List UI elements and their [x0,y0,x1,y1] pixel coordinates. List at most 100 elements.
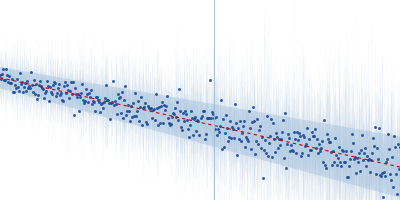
Point [374,146,380,150]
Point [14,78,20,81]
Point [395,143,400,146]
Point [28,71,34,74]
Point [58,91,64,94]
Point [26,84,32,88]
Point [33,83,39,86]
Point [86,92,92,95]
Point [246,110,252,113]
Point [186,135,193,138]
Point [344,175,350,179]
Point [178,126,185,129]
Point [280,118,286,121]
Point [278,137,284,140]
Point [385,132,391,136]
Point [105,98,112,101]
Point [282,111,288,114]
Point [214,127,221,131]
Point [29,83,35,87]
Point [254,143,261,146]
Point [128,105,134,108]
Point [383,160,389,163]
Point [174,100,181,104]
Point [310,135,317,138]
Point [111,103,118,107]
Point [320,160,326,163]
Point [286,137,292,140]
Point [215,131,222,134]
Point [59,98,65,101]
Point [231,103,238,106]
Point [306,148,313,151]
Point [348,150,354,153]
Point [17,71,23,74]
Point [360,159,366,162]
Point [50,83,56,87]
Point [354,156,360,159]
Point [330,149,336,153]
Point [347,157,353,161]
Point [152,118,158,121]
Point [332,137,338,140]
Point [30,91,36,94]
Point [248,148,254,151]
Point [118,111,124,115]
Point [169,115,176,119]
Point [117,96,124,99]
Point [156,105,162,108]
Point [236,119,243,122]
Point [371,144,377,148]
Point [74,96,80,99]
Point [160,121,167,124]
Point [266,142,272,145]
Point [384,157,390,160]
Point [300,135,307,139]
Point [23,89,29,93]
Point [103,83,110,87]
Point [379,171,385,174]
Point [126,110,132,113]
Point [300,133,306,137]
Point [345,175,351,178]
Point [93,95,100,98]
Point [206,79,213,82]
Point [352,156,358,159]
Point [270,122,276,125]
Point [248,121,255,124]
Point [380,196,386,199]
Point [187,124,194,127]
Point [244,137,250,140]
Point [394,193,400,196]
Point [96,100,102,103]
Point [314,152,321,155]
Point [133,114,140,117]
Point [40,88,46,91]
Point [370,137,376,140]
Point [338,164,344,168]
Point [367,171,373,174]
Point [209,113,216,116]
Point [172,107,179,110]
Point [150,108,156,111]
Point [252,139,259,143]
Point [77,96,84,99]
Point [381,170,387,174]
Point [56,82,62,85]
Point [88,88,94,92]
Point [25,86,31,90]
Point [97,111,104,114]
Point [69,92,75,96]
Point [197,117,204,120]
Point [372,126,378,129]
Point [0,68,6,71]
Point [121,98,128,102]
Point [276,144,283,147]
Point [47,85,53,88]
Point [127,120,134,123]
Point [153,92,160,96]
Point [51,81,57,84]
Point [296,132,302,135]
Point [49,93,55,96]
Point [125,104,132,107]
Point [364,155,370,158]
Point [246,127,253,130]
